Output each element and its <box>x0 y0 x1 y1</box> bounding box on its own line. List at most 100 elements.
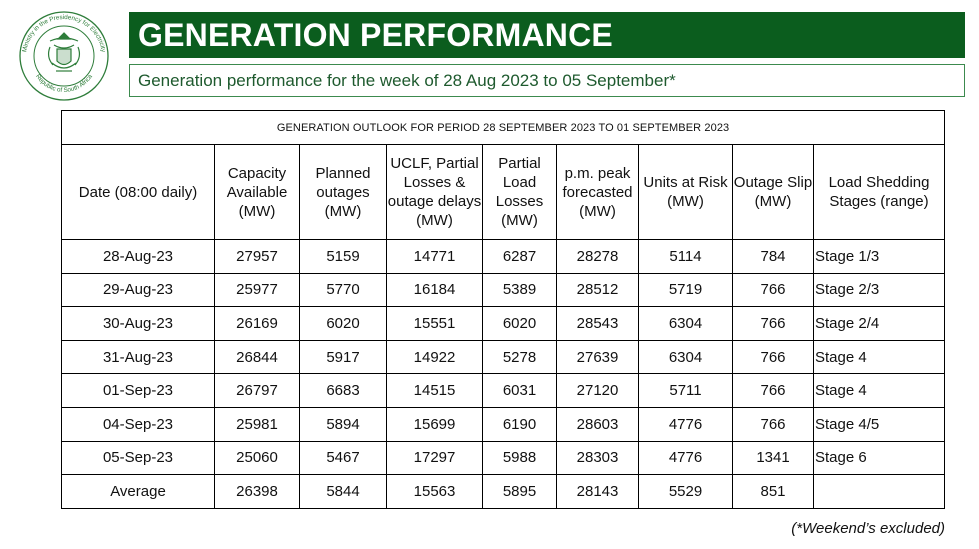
cell-outage-slip: 766 <box>732 339 814 375</box>
page-title-bar: GENERATION PERFORMANCE <box>129 12 965 58</box>
page-title: GENERATION PERFORMANCE <box>138 16 613 53</box>
cell-planned: 5159 <box>299 239 387 274</box>
cell-load-shedding: Stage 6 <box>812 440 946 476</box>
column-header-outage-slip: Outage Slip (MW) <box>732 144 814 240</box>
column-header-date: Date (08:00 daily) <box>61 144 215 240</box>
table-row: 01-Sep-23 26797 6683 14515 6031 27120 5711 766 S… <box>61 373 946 408</box>
cell-outage-slip: 784 <box>732 239 814 274</box>
cell-peak: 28512 <box>556 272 639 308</box>
cell-outage-slip: 766 <box>732 373 814 408</box>
footnote: (*Weekend’s excluded) <box>791 520 945 537</box>
cell-peak: 28278 <box>556 239 639 274</box>
cell-peak: 28143 <box>556 474 639 509</box>
cell-peak: 28543 <box>556 306 639 341</box>
table-row: 30-Aug-23 26169 6020 15551 6020 28543 6304 766 S… <box>61 306 946 341</box>
coat-of-arms-icon: Ministry in the Presidency for Electrici… <box>19 11 109 101</box>
cell-outage-slip: 766 <box>732 272 814 308</box>
cell-date: 31-Aug-23 <box>61 339 215 375</box>
cell-outage-slip: 1341 <box>732 440 814 476</box>
column-header-partial-load: Partial Load Losses (MW) <box>482 144 557 240</box>
generation-outlook-table: GENERATION OUTLOOK FOR PERIOD 28 SEPTEMB… <box>60 110 946 509</box>
cell-units-at-risk: 5114 <box>638 239 733 274</box>
cell-peak: 27120 <box>556 373 639 408</box>
cell-uclf: 14922 <box>386 339 483 375</box>
cell-units-at-risk: 5529 <box>638 474 733 509</box>
table-header-row: Date (08:00 daily) Capacity Available (M… <box>61 144 946 240</box>
logo-ring-text-bottom: Republic of South Africa <box>34 73 94 94</box>
ministry-logo: Ministry in the Presidency for Electrici… <box>12 9 116 102</box>
cell-uclf: 15563 <box>386 474 483 509</box>
cell-load-shedding: Stage 4/5 <box>812 406 946 442</box>
cell-peak: 27639 <box>556 339 639 375</box>
cell-uclf: 15699 <box>386 406 483 442</box>
svg-text:Republic of South Africa: Republic of South Africa <box>34 73 94 94</box>
cell-load-shedding: Stage 1/3 <box>812 239 946 274</box>
cell-outage-slip: 766 <box>732 306 814 341</box>
cell-capacity: 26797 <box>214 373 300 408</box>
column-header-planned: Planned outages (MW) <box>299 144 387 240</box>
column-header-load-shedding: Load Shedding Stages (range) <box>812 144 946 240</box>
cell-units-at-risk: 5719 <box>638 272 733 308</box>
cell-capacity: 27957 <box>214 239 300 274</box>
cell-planned: 5844 <box>299 474 387 509</box>
cell-uclf: 17297 <box>386 440 483 476</box>
cell-uclf: 14771 <box>386 239 483 274</box>
cell-uclf: 16184 <box>386 272 483 308</box>
cell-partial-load: 5988 <box>482 440 557 476</box>
cell-capacity: 26398 <box>214 474 300 509</box>
cell-capacity: 26169 <box>214 306 300 341</box>
cell-units-at-risk: 4776 <box>638 440 733 476</box>
cell-capacity: 25981 <box>214 406 300 442</box>
cell-date: 28-Aug-23 <box>61 239 215 274</box>
table-row: 29-Aug-23 25977 5770 16184 5389 28512 5719 766 S… <box>61 272 946 308</box>
cell-planned: 6683 <box>299 373 387 408</box>
cell-units-at-risk: 6304 <box>638 306 733 341</box>
cell-units-at-risk: 5711 <box>638 373 733 408</box>
cell-date: Average <box>61 474 215 509</box>
cell-partial-load: 5389 <box>482 272 557 308</box>
page-subtitle: Generation performance for the week of 2… <box>138 70 676 90</box>
cell-partial-load: 6190 <box>482 406 557 442</box>
cell-partial-load: 5278 <box>482 339 557 375</box>
table-row: 28-Aug-23 27957 5159 14771 6287 28278 5114 784 S… <box>61 239 946 274</box>
cell-capacity: 25060 <box>214 440 300 476</box>
cell-outage-slip: 851 <box>732 474 814 509</box>
cell-load-shedding: Stage 2/3 <box>812 272 946 308</box>
cell-planned: 5770 <box>299 272 387 308</box>
cell-planned: 5917 <box>299 339 387 375</box>
cell-date: 30-Aug-23 <box>61 306 215 341</box>
cell-load-shedding: Stage 4 <box>812 373 946 408</box>
cell-load-shedding: Stage 4 <box>812 339 946 375</box>
cell-date: 04-Sep-23 <box>61 406 215 442</box>
cell-partial-load: 5895 <box>482 474 557 509</box>
table-caption: GENERATION OUTLOOK FOR PERIOD 28 SEPTEMB… <box>60 110 946 145</box>
cell-peak: 28303 <box>556 440 639 476</box>
column-header-capacity: Capacity Available (MW) <box>214 144 300 240</box>
table-caption-row: GENERATION OUTLOOK FOR PERIOD 28 SEPTEMB… <box>60 110 946 145</box>
table-row: 31-Aug-23 26844 5917 14922 5278 27639 6304 766 S… <box>61 339 946 375</box>
cell-uclf: 15551 <box>386 306 483 341</box>
cell-partial-load: 6020 <box>482 306 557 341</box>
cell-units-at-risk: 6304 <box>638 339 733 375</box>
table-row: 04-Sep-23 25981 5894 15699 6190 28603 4776 766 S… <box>61 406 946 442</box>
cell-load-shedding: Stage 2/4 <box>812 306 946 341</box>
cell-partial-load: 6287 <box>482 239 557 274</box>
cell-partial-load: 6031 <box>482 373 557 408</box>
cell-planned: 6020 <box>299 306 387 341</box>
cell-uclf: 14515 <box>386 373 483 408</box>
cell-outage-slip: 766 <box>732 406 814 442</box>
column-header-peak: p.m. peak forecasted (MW) <box>556 144 639 240</box>
cell-date: 29-Aug-23 <box>61 272 215 308</box>
cell-load-shedding <box>812 474 946 509</box>
cell-peak: 28603 <box>556 406 639 442</box>
cell-units-at-risk: 4776 <box>638 406 733 442</box>
cell-capacity: 25977 <box>214 272 300 308</box>
cell-planned: 5467 <box>299 440 387 476</box>
cell-planned: 5894 <box>299 406 387 442</box>
cell-date: 01-Sep-23 <box>61 373 215 408</box>
cell-date: 05-Sep-23 <box>61 440 215 476</box>
table-row: 05-Sep-23 25060 5467 17297 5988 28303 4776 1341… <box>61 440 946 476</box>
table-row: Average 26398 5844 15563 5895 28143 5529 851 <box>61 474 946 509</box>
column-header-units-at-risk: Units at Risk (MW) <box>638 144 733 240</box>
cell-capacity: 26844 <box>214 339 300 375</box>
